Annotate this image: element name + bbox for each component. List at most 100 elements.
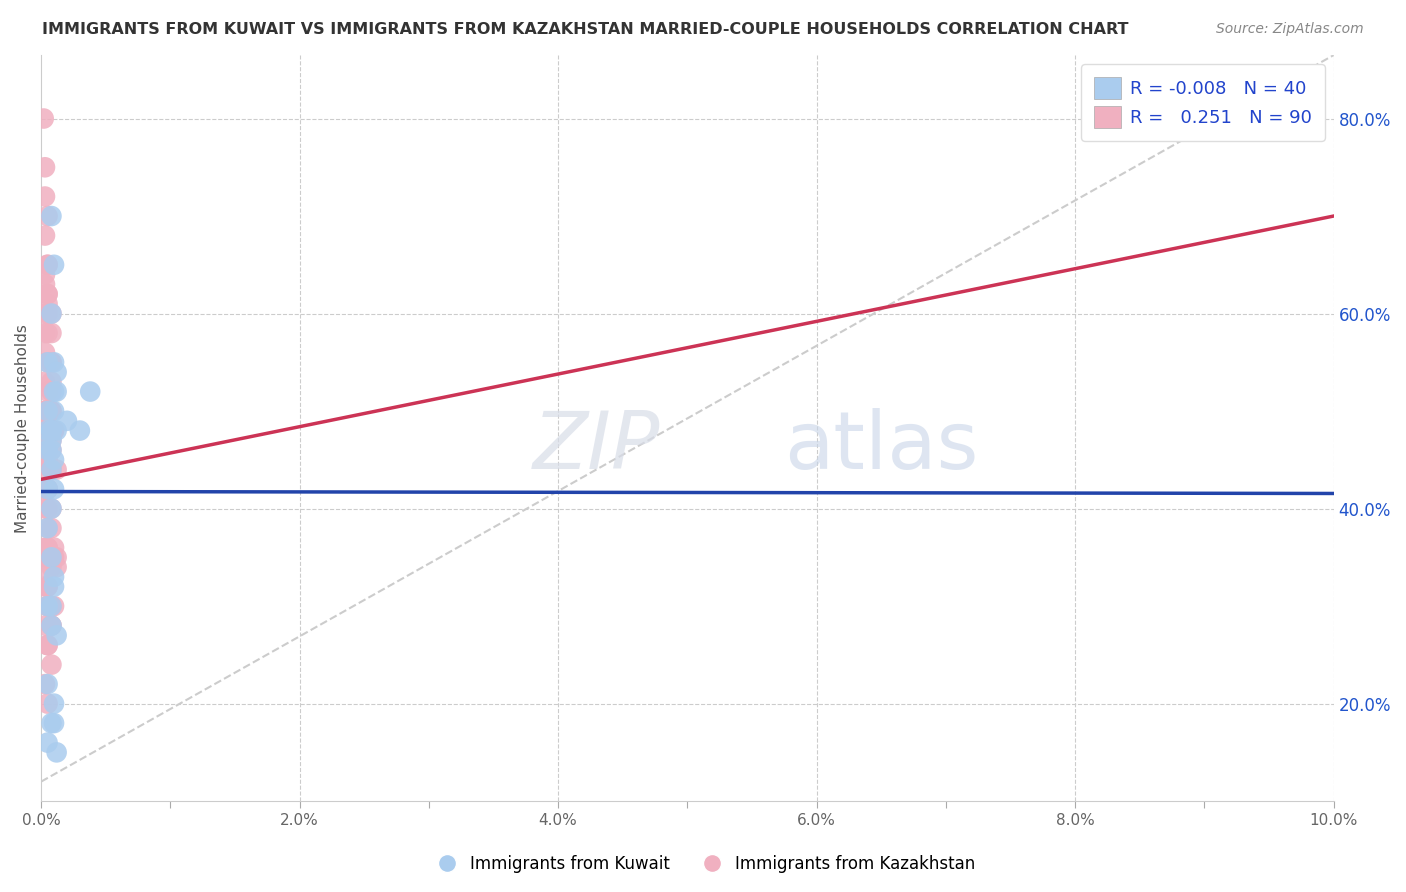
Point bbox=[34, 443, 56, 458]
Point bbox=[41, 501, 63, 516]
Point bbox=[41, 462, 63, 476]
Point bbox=[37, 355, 59, 369]
Point bbox=[41, 307, 63, 321]
Point bbox=[41, 424, 63, 438]
Point bbox=[37, 638, 59, 652]
Point bbox=[41, 424, 63, 438]
Point bbox=[56, 414, 79, 428]
Point bbox=[45, 550, 67, 565]
Point bbox=[34, 375, 56, 389]
Point bbox=[34, 580, 56, 594]
Point bbox=[34, 307, 56, 321]
Point bbox=[37, 443, 59, 458]
Point bbox=[32, 112, 55, 126]
Point bbox=[41, 424, 63, 438]
Point bbox=[37, 424, 59, 438]
Point bbox=[41, 618, 63, 632]
Point bbox=[34, 228, 56, 243]
Point bbox=[41, 326, 63, 340]
Point bbox=[34, 345, 56, 359]
Point bbox=[34, 404, 56, 418]
Point bbox=[37, 550, 59, 565]
Point bbox=[37, 482, 59, 496]
Point bbox=[41, 209, 63, 223]
Point bbox=[37, 424, 59, 438]
Point bbox=[34, 277, 56, 292]
Point bbox=[37, 580, 59, 594]
Point bbox=[41, 550, 63, 565]
Point bbox=[41, 443, 63, 458]
Legend: R = -0.008   N = 40, R =   0.251   N = 90: R = -0.008 N = 40, R = 0.251 N = 90 bbox=[1081, 64, 1324, 141]
Point bbox=[34, 462, 56, 476]
Point bbox=[42, 384, 65, 399]
Point bbox=[42, 404, 65, 418]
Point bbox=[34, 434, 56, 448]
Point bbox=[41, 434, 63, 448]
Point bbox=[41, 550, 63, 565]
Point bbox=[45, 628, 67, 642]
Point bbox=[41, 404, 63, 418]
Point bbox=[79, 384, 101, 399]
Point bbox=[34, 268, 56, 282]
Point bbox=[37, 209, 59, 223]
Point bbox=[41, 716, 63, 731]
Text: atlas: atlas bbox=[785, 408, 979, 486]
Point bbox=[42, 355, 65, 369]
Point bbox=[45, 424, 67, 438]
Point bbox=[34, 541, 56, 555]
Point bbox=[42, 541, 65, 555]
Point bbox=[42, 716, 65, 731]
Point bbox=[41, 355, 63, 369]
Point bbox=[41, 375, 63, 389]
Point bbox=[41, 462, 63, 476]
Point bbox=[45, 745, 67, 759]
Point bbox=[37, 355, 59, 369]
Point bbox=[41, 443, 63, 458]
Point bbox=[34, 677, 56, 691]
Point bbox=[37, 258, 59, 272]
Point bbox=[34, 501, 56, 516]
Point bbox=[69, 424, 91, 438]
Point bbox=[37, 501, 59, 516]
Text: IMMIGRANTS FROM KUWAIT VS IMMIGRANTS FROM KAZAKHSTAN MARRIED-COUPLE HOUSEHOLDS C: IMMIGRANTS FROM KUWAIT VS IMMIGRANTS FRO… bbox=[42, 22, 1129, 37]
Point bbox=[42, 580, 65, 594]
Point bbox=[37, 599, 59, 613]
Point bbox=[42, 482, 65, 496]
Point bbox=[37, 521, 59, 535]
Point bbox=[41, 434, 63, 448]
Point bbox=[41, 384, 63, 399]
Point bbox=[34, 161, 56, 175]
Point bbox=[34, 404, 56, 418]
Point bbox=[37, 404, 59, 418]
Point bbox=[34, 404, 56, 418]
Point bbox=[41, 618, 63, 632]
Point bbox=[41, 404, 63, 418]
Point bbox=[37, 697, 59, 711]
Point bbox=[37, 541, 59, 555]
Point bbox=[41, 618, 63, 632]
Point bbox=[37, 482, 59, 496]
Point bbox=[45, 365, 67, 379]
Point bbox=[37, 326, 59, 340]
Point bbox=[41, 307, 63, 321]
Point bbox=[37, 404, 59, 418]
Point bbox=[37, 424, 59, 438]
Point bbox=[41, 560, 63, 574]
Point bbox=[42, 697, 65, 711]
Point bbox=[42, 424, 65, 438]
Point bbox=[37, 424, 59, 438]
Point bbox=[41, 657, 63, 672]
Point bbox=[34, 560, 56, 574]
Point bbox=[37, 677, 59, 691]
Point bbox=[37, 453, 59, 467]
Point bbox=[37, 424, 59, 438]
Point bbox=[41, 599, 63, 613]
Point bbox=[37, 258, 59, 272]
Point bbox=[42, 453, 65, 467]
Point bbox=[45, 560, 67, 574]
Point bbox=[37, 443, 59, 458]
Point bbox=[37, 404, 59, 418]
Point bbox=[37, 638, 59, 652]
Point bbox=[37, 521, 59, 535]
Point bbox=[37, 384, 59, 399]
